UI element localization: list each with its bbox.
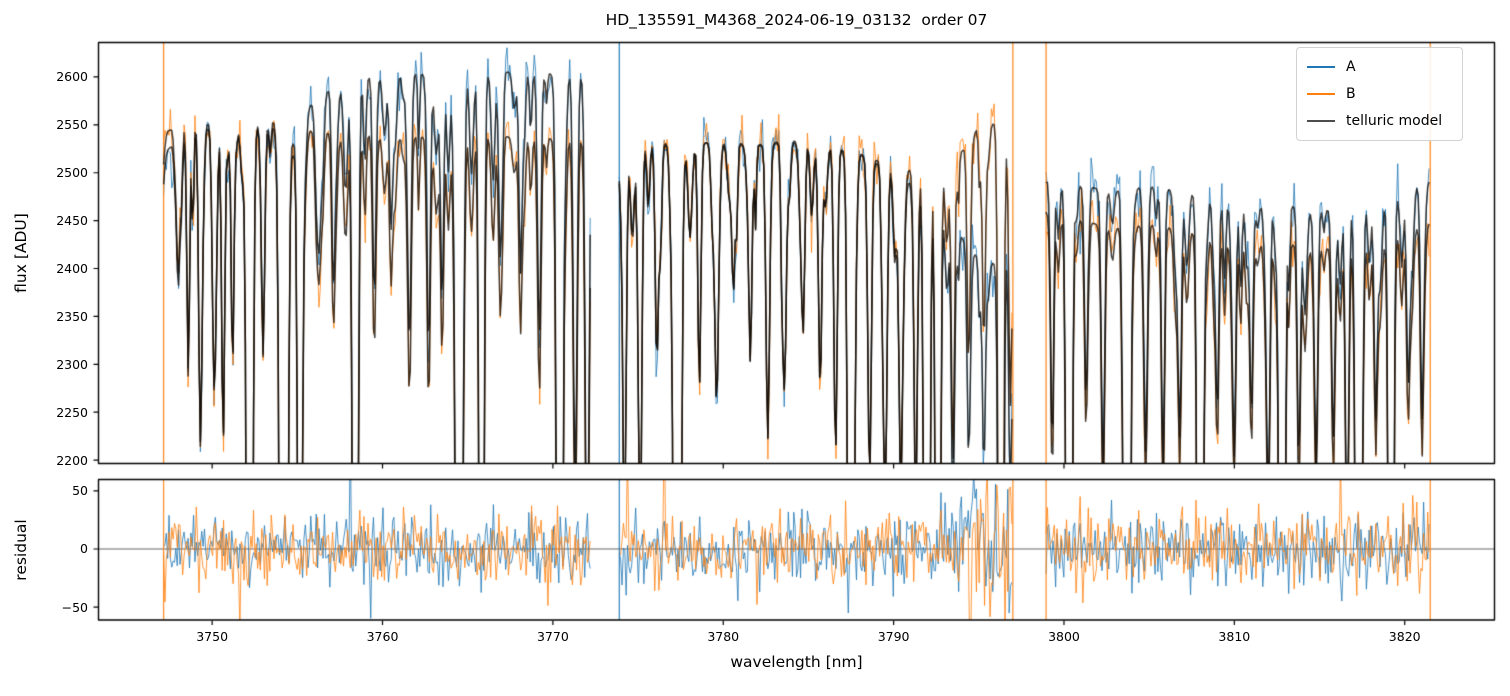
flux-ytick-label: 2500 (56, 165, 88, 181)
legend-item-b: B (1307, 81, 1452, 107)
x-tick-label: 3770 (536, 629, 569, 644)
flux-ytick-label: 2600 (56, 69, 88, 85)
legend: A B telluric model (1296, 47, 1463, 141)
flux-ytick-label: 2550 (56, 117, 88, 133)
x-tick-label: 3820 (1388, 629, 1421, 644)
legend-label-telluric: telluric model (1346, 112, 1443, 129)
flux-ytick-label: 2250 (56, 404, 88, 420)
residual-ytick-label: −50 (61, 599, 88, 615)
x-tick-label: 3810 (1218, 629, 1251, 644)
x-tick-label: 3760 (366, 629, 399, 644)
legend-label-b: B (1346, 85, 1356, 102)
plot-title: HD_135591_M4368_2024-06-19_03132 order 0… (605, 11, 988, 29)
flux-ytick-label: 2200 (56, 452, 88, 468)
x-tick-label: 3750 (196, 629, 229, 644)
legend-line-a-icon (1307, 66, 1335, 69)
legend-line-b-icon (1307, 92, 1335, 95)
wavelength-axis-label: wavelength [nm] (730, 653, 863, 671)
x-tick-label: 3800 (1048, 629, 1080, 644)
flux-axis-label: flux [ADU] (12, 213, 30, 293)
x-tick-label: 3780 (707, 629, 740, 644)
residual-ytick-label: 50 (72, 483, 88, 499)
x-tick-label: 3790 (877, 629, 910, 644)
flux-ytick-label: 2300 (56, 356, 88, 372)
flux-ytick-label: 2450 (56, 213, 88, 229)
residual-axis-label: residual (12, 519, 30, 581)
flux-ytick-label: 2400 (56, 261, 88, 277)
legend-label-a: A (1346, 59, 1356, 76)
flux-ytick-label: 2350 (56, 308, 88, 324)
residual-ytick-label: 0 (80, 541, 88, 557)
legend-item-a: A (1307, 54, 1452, 80)
legend-line-telluric-icon (1307, 119, 1335, 122)
legend-item-telluric: telluric model (1307, 108, 1452, 134)
